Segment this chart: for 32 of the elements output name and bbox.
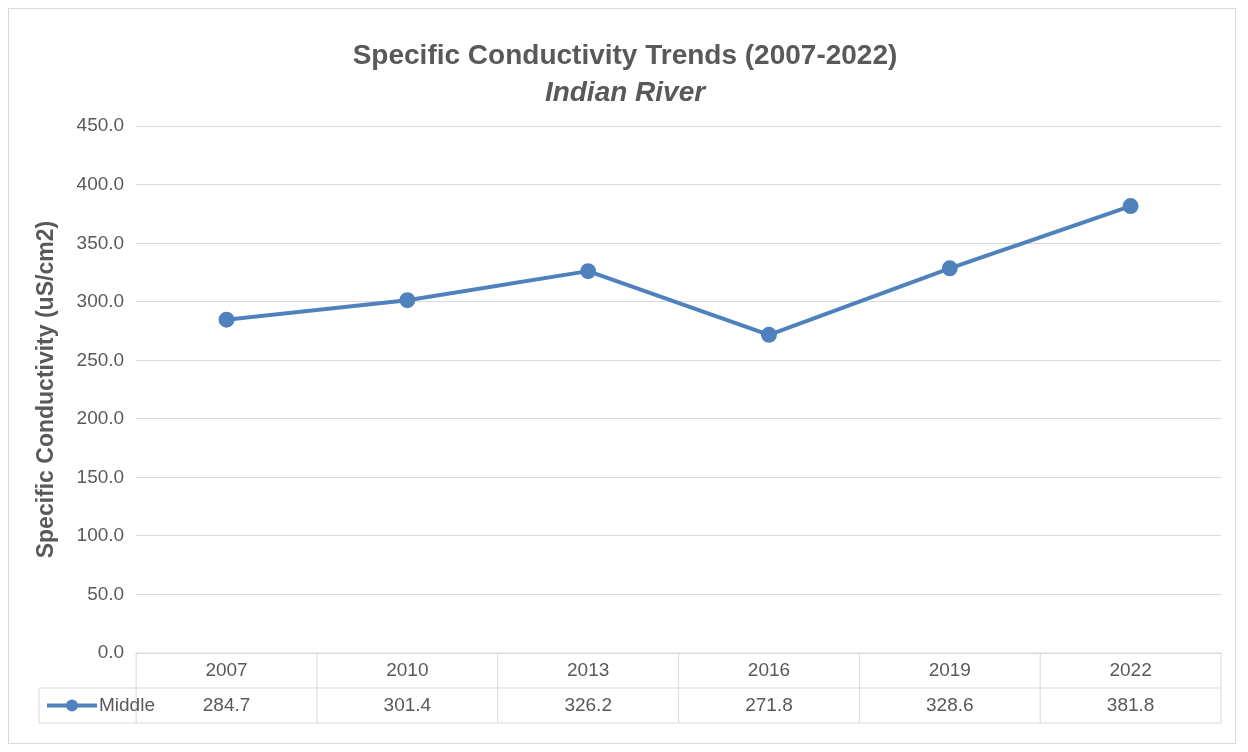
data-label: 301.4 bbox=[383, 693, 432, 715]
y-tick-label: 350.0 bbox=[76, 231, 125, 253]
x-tick-label: 2016 bbox=[747, 658, 791, 680]
data-label: 381.8 bbox=[1106, 693, 1155, 715]
point bbox=[399, 292, 416, 309]
y-tick-label: 250.0 bbox=[76, 348, 125, 370]
legend-label: Middle bbox=[99, 693, 155, 715]
y-tick-label: 400.0 bbox=[76, 172, 125, 194]
point bbox=[941, 260, 958, 277]
data-label: 328.6 bbox=[926, 693, 974, 715]
chart-title: Specific Conductivity Trends (2007-2022) bbox=[352, 38, 898, 70]
x-tick-label: 2019 bbox=[928, 658, 971, 680]
point bbox=[760, 326, 777, 343]
x-tick-label: 2013 bbox=[567, 658, 610, 680]
data-label: 271.8 bbox=[745, 693, 793, 715]
point bbox=[580, 263, 597, 280]
chart-subtitle: Indian River bbox=[544, 76, 708, 108]
y-tick-label: 50.0 bbox=[87, 582, 125, 604]
y-tick-label: 300.0 bbox=[76, 290, 125, 312]
y-tick-label: 100.0 bbox=[76, 524, 125, 546]
data-label: 326.2 bbox=[564, 693, 612, 715]
y-tick-label: 0.0 bbox=[97, 641, 125, 663]
x-tick-label: 2022 bbox=[1109, 658, 1152, 680]
x-tick-label: 2007 bbox=[205, 658, 248, 680]
y-axis-title: Specific Conductivity (uS/cm2) bbox=[32, 220, 59, 559]
y-tick-label: 200.0 bbox=[76, 407, 125, 429]
y-tick-label: 450.0 bbox=[76, 114, 125, 136]
point bbox=[218, 311, 235, 328]
x-tick-label: 2010 bbox=[386, 658, 429, 680]
data-label: 284.7 bbox=[202, 693, 251, 715]
point bbox=[1122, 198, 1139, 215]
y-tick-label: 150.0 bbox=[76, 465, 125, 487]
